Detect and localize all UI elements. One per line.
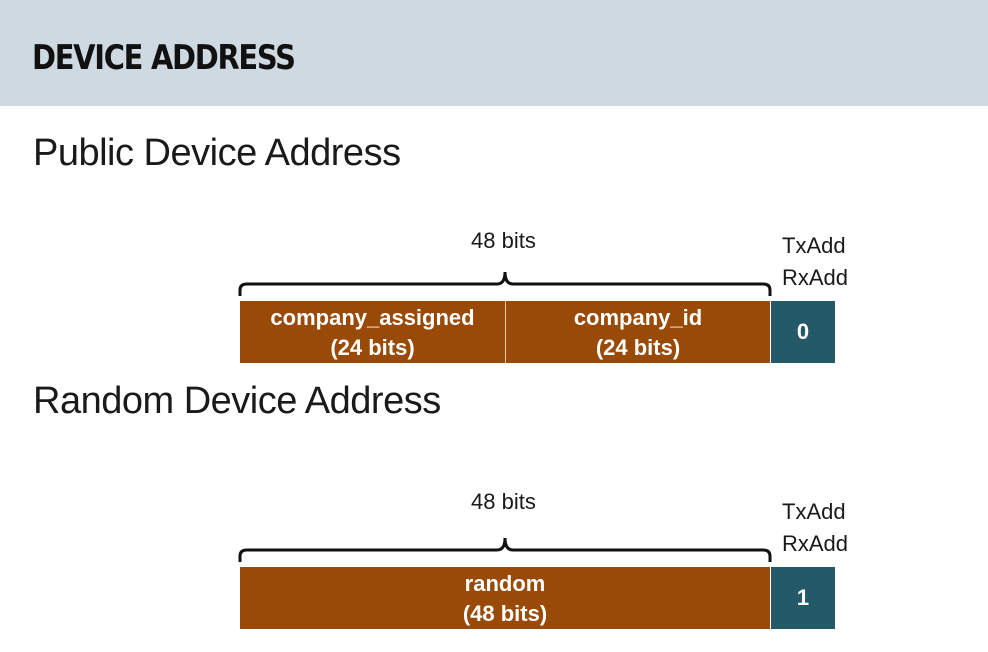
- public-bits-label: 48 bits: [471, 228, 536, 253]
- field-size: (24 bits): [330, 335, 415, 360]
- random-field: random (48 bits): [240, 567, 770, 629]
- public-txadd-flag: 0: [771, 301, 835, 363]
- field-name: company_assigned: [270, 305, 475, 330]
- field-size: (24 bits): [595, 335, 681, 360]
- random-txadd-label: TxAdd: [782, 499, 846, 524]
- random-txadd-flag: 1: [771, 567, 835, 629]
- random-flag-labels: TxAdd RxAdd: [782, 496, 848, 560]
- field-divider: [505, 301, 506, 363]
- public-brace: [238, 271, 772, 296]
- page-title: DEVICE ADDRESS: [32, 38, 296, 78]
- company-id-field: company_id (24 bits): [506, 301, 770, 363]
- field-size: (48 bits): [462, 601, 548, 626]
- field-name: company_id: [573, 305, 703, 330]
- public-rxadd-label: RxAdd: [782, 265, 849, 290]
- field-name: random: [464, 571, 546, 596]
- random-section-title: Random Device Address: [33, 380, 441, 422]
- header-bar: DEVICE ADDRESS: [0, 0, 988, 106]
- random-rxadd-label: RxAdd: [782, 531, 849, 556]
- random-brace: [238, 537, 772, 562]
- company-assigned-field: company_assigned (24 bits): [240, 301, 505, 363]
- public-txadd-label: TxAdd: [782, 233, 846, 258]
- public-flag-labels: TxAdd RxAdd: [782, 230, 848, 294]
- public-section-title: Public Device Address: [33, 132, 401, 174]
- random-bits-label: 48 bits: [471, 489, 536, 514]
